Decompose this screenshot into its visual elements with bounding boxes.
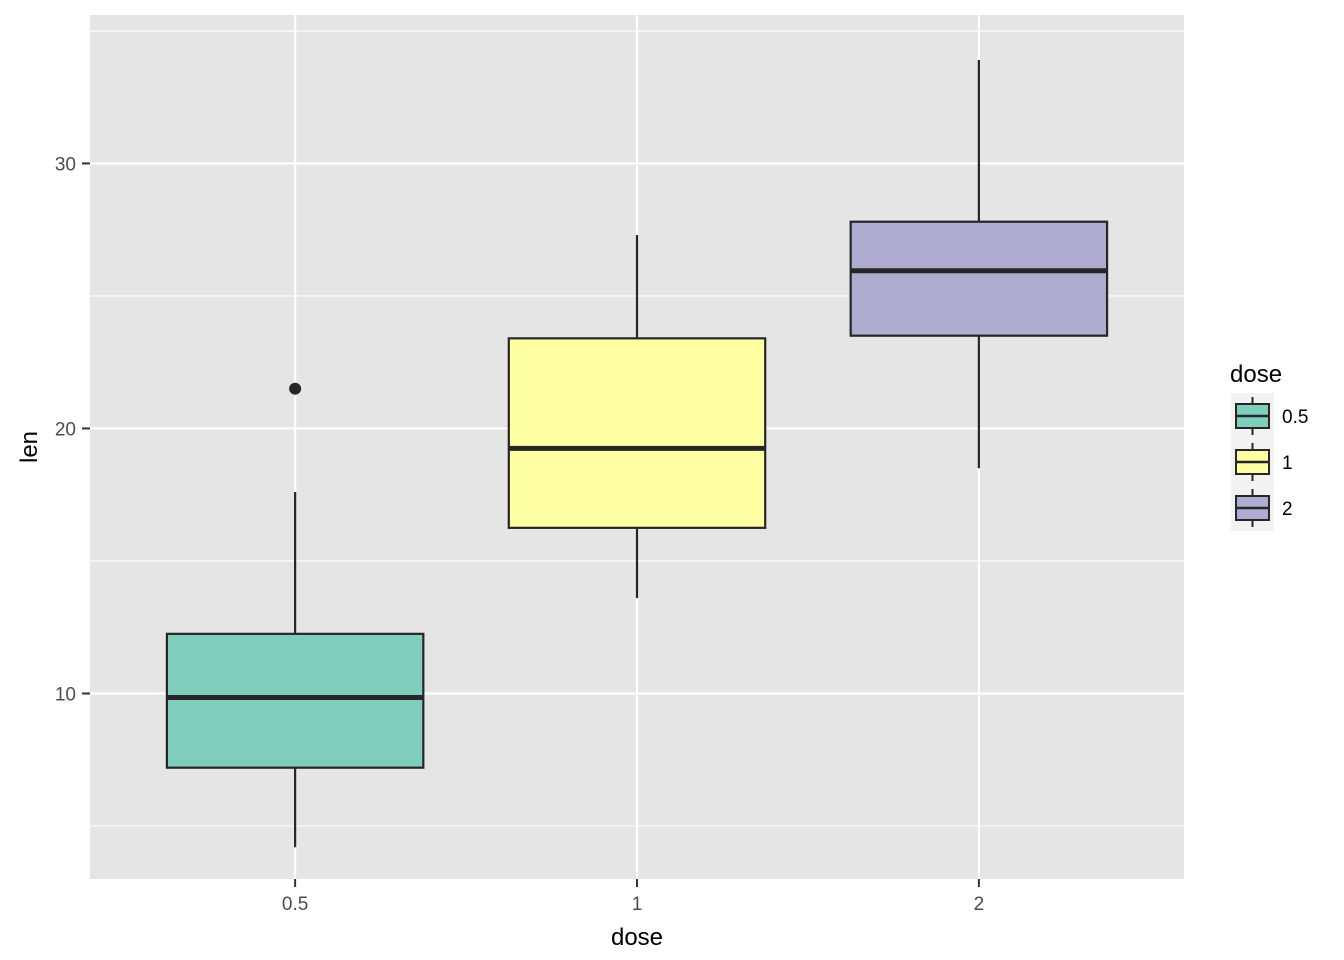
- legend-title: dose: [1230, 361, 1282, 388]
- x-tick-label: 2: [974, 894, 985, 915]
- legend-label: 2: [1282, 499, 1293, 520]
- legend-entry-0.5: 0.5: [1231, 393, 1308, 439]
- box-0.5: [165, 382, 425, 848]
- x-tick-label: 0.5: [282, 894, 308, 915]
- box-iqr: [507, 337, 767, 529]
- legend-label: 1: [1282, 453, 1293, 474]
- box-layer: [165, 60, 1109, 848]
- x-tick-label: 1: [632, 894, 643, 915]
- box-iqr: [165, 632, 425, 769]
- y-axis-title: len: [16, 431, 43, 463]
- y-tick-label: 30: [55, 154, 76, 175]
- axes: 10 20 30 0.5 1 2: [55, 154, 984, 915]
- y-tick-label: 20: [55, 419, 76, 440]
- legend-entry-2: 2: [1231, 485, 1293, 531]
- legend: dose 0.5 1 2: [1230, 361, 1308, 531]
- legend-label: 0.5: [1282, 407, 1308, 428]
- legend-entry-1: 1: [1231, 439, 1293, 485]
- box-1: [507, 234, 767, 599]
- x-axis-title: dose: [611, 924, 663, 951]
- outlier-point: [289, 382, 302, 395]
- y-tick-label: 10: [55, 684, 76, 705]
- box-iqr: [849, 220, 1109, 337]
- box-2: [849, 60, 1109, 469]
